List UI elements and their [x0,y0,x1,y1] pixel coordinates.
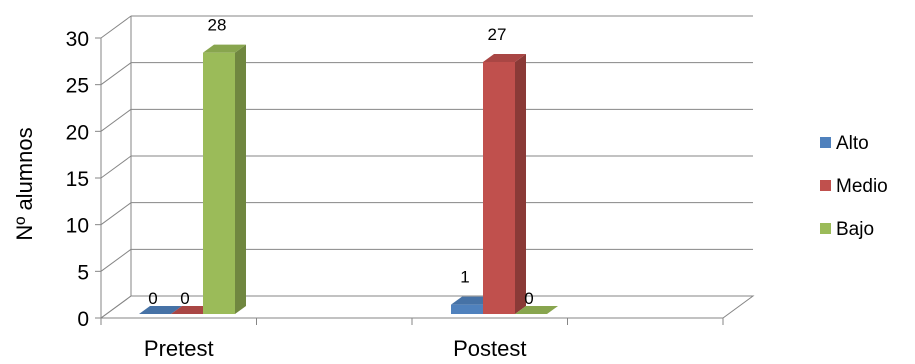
x-tick-label: Pretest [144,336,214,361]
legend: Alto Medio Bajo [820,133,888,240]
axes [95,37,724,325]
legend-label-bajo: Bajo [836,219,874,240]
legend-swatch-bajo [820,223,831,234]
y-tick-label: 20 [66,121,89,144]
gridline-side [100,15,132,39]
chart-walls [99,16,755,319]
x-tick-label: Postest [453,336,526,361]
gridline-side [100,108,132,132]
bar-top [203,44,246,53]
legend-swatch-alto [820,137,831,148]
gridline-side [100,155,132,179]
bar-front [483,62,515,314]
legend-label-alto: Alto [836,133,869,154]
y-tick-label: 5 [77,261,89,284]
y-tick-label: 15 [66,168,89,191]
y-tick-labels: 0 5 10 15 20 25 30 [66,28,89,331]
gridlines [100,15,753,319]
y-tick-label: 30 [66,28,89,51]
gridline-side [100,202,132,226]
bar-top [515,306,558,314]
data-label: 0 [180,289,189,308]
bar-front [451,304,483,314]
bar-top [483,54,526,62]
gridline-side [100,62,132,86]
bar-side [515,54,526,314]
data-labels: 0 0 28 1 27 0 [148,16,533,308]
y-tick-label: 25 [66,75,89,98]
bar-side [235,44,246,315]
bar-front [203,52,235,315]
bar-medio-postest [483,54,526,314]
gridline-side [100,295,132,319]
data-label: 0 [148,289,157,308]
bars [139,44,558,315]
data-label: 27 [488,25,507,44]
y-tick-label: 10 [66,215,89,238]
legend-label-medio: Medio [836,176,888,197]
y-axis-label: Nº alumnos [12,127,37,240]
category-labels: Pretest Postest [144,336,527,361]
bar-top [139,306,182,314]
y-tick-label: 0 [77,308,89,331]
legend-swatch-medio [820,180,831,191]
bar-alto-pretest [139,306,182,314]
gridline-side [100,248,132,272]
data-label: 1 [460,268,469,287]
data-label: 0 [524,289,533,308]
data-label: 28 [208,16,227,35]
bar-bajo-postest [515,306,558,314]
bar-bajo-pretest [203,44,246,315]
